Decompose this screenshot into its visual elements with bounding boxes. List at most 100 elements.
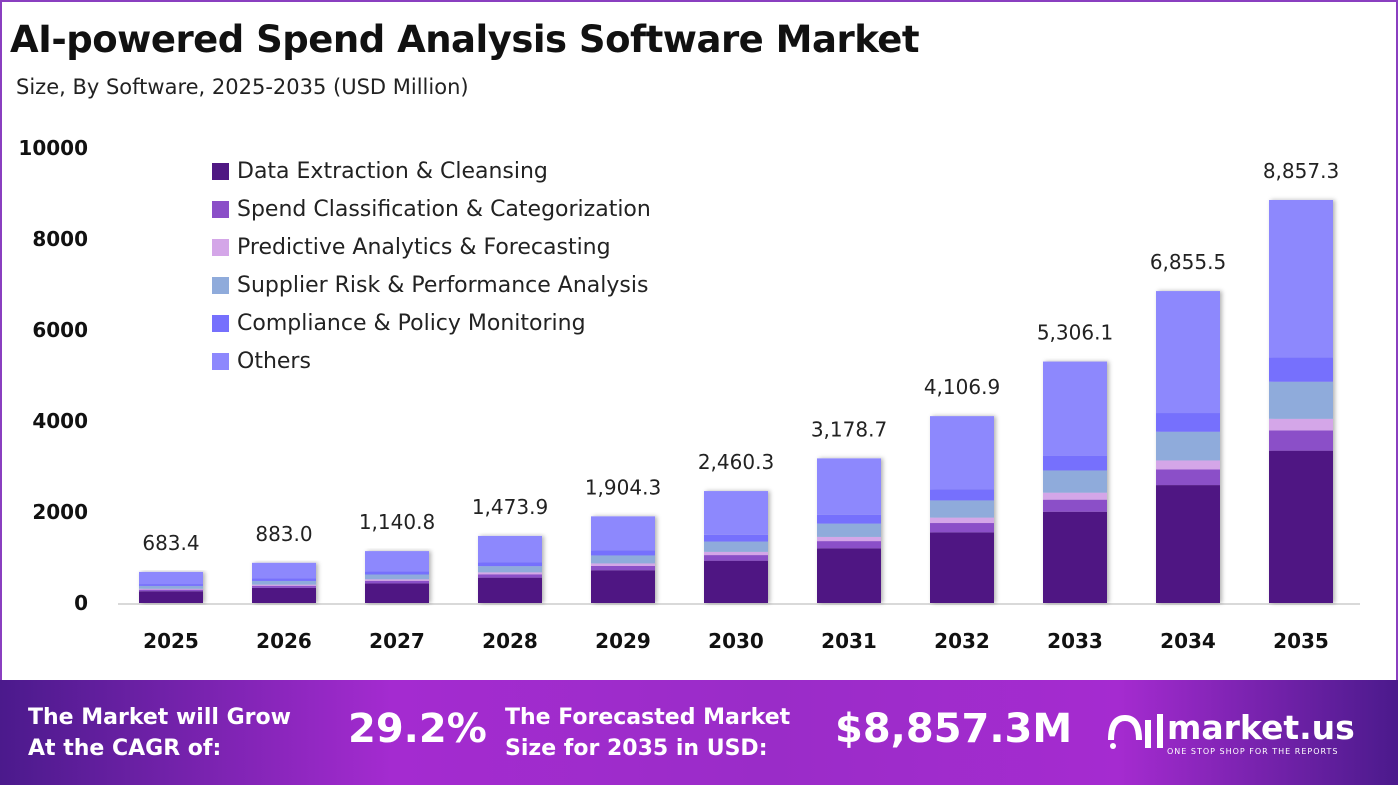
bar-segment — [930, 500, 994, 518]
data-label: 5,306.1 — [1037, 321, 1113, 345]
bar-segment — [139, 591, 203, 603]
bar-segment — [365, 580, 429, 584]
y-tick-label: 4000 — [32, 409, 88, 433]
data-label: 8,857.3 — [1263, 159, 1339, 183]
bar-segment — [365, 551, 429, 572]
cagr-label: The Market will Grow At the CAGR of: — [28, 705, 291, 761]
data-label: 4,106.9 — [924, 375, 1000, 399]
x-tick-label: 2033 — [1047, 629, 1103, 653]
legend-item: Others — [212, 342, 651, 380]
bar-segment — [139, 589, 203, 592]
bar-segment — [1156, 431, 1220, 461]
bar-segment — [930, 489, 994, 501]
bar-segment — [478, 577, 542, 603]
bar-segment — [139, 571, 203, 585]
bar-segment — [591, 565, 655, 571]
bar-segment — [252, 585, 316, 588]
stacked-bar-chart: 0 2000 4000 6000 8000 10000 683.4 2025 883.0 2026… — [18, 136, 1360, 653]
legend-label: Others — [237, 348, 311, 374]
chart-title: AI-powered Spend Analysis Software Marke… — [10, 18, 920, 61]
legend-swatch — [212, 276, 229, 294]
legend-item: Spend Classification & Categorization — [212, 190, 651, 228]
bar-segment — [1269, 418, 1333, 431]
bar-segment — [817, 523, 881, 537]
y-tick-label: 6000 — [32, 318, 88, 342]
bar-segment — [704, 491, 768, 535]
bar-segment — [478, 574, 542, 578]
x-tick-label: 2032 — [934, 629, 990, 653]
bar-segment — [252, 578, 316, 581]
legend-label: Compliance & Policy Monitoring — [237, 310, 586, 336]
legend: Data Extraction & Cleansing Spend Classif… — [212, 152, 651, 380]
bar-segment — [591, 550, 655, 556]
bar-stack — [817, 458, 881, 603]
bar-segment — [1043, 455, 1107, 471]
bar-segment — [1043, 511, 1107, 603]
summary-banner: The Market will Grow At the CAGR of: 29.… — [0, 680, 1398, 785]
bar-stack — [930, 416, 994, 603]
legend-item: Supplier Risk & Performance Analysis — [212, 266, 651, 304]
data-label: 1,904.3 — [585, 475, 661, 499]
legend-label: Data Extraction & Cleansing — [237, 158, 548, 184]
bar-segment — [365, 574, 429, 580]
bar-segment — [478, 562, 542, 567]
bar-segment — [1043, 492, 1107, 500]
chart-subtitle: Size, By Software, 2025-2035 (USD Millio… — [16, 75, 469, 99]
bar-segment — [1156, 460, 1220, 470]
bar-segment — [817, 514, 881, 524]
bar-segment — [1156, 469, 1220, 486]
y-tick-label: 8000 — [32, 227, 88, 251]
y-tick-label: 10000 — [18, 136, 88, 160]
bar-segment — [704, 534, 768, 542]
legend-item: Data Extraction & Cleansing — [212, 152, 651, 190]
data-label: 2,460.3 — [698, 450, 774, 474]
bar-segment — [1269, 199, 1333, 358]
bar-segment — [478, 572, 542, 575]
x-tick-label: 2029 — [595, 629, 651, 653]
chart-frame — [0, 0, 1398, 680]
x-tick-label: 2030 — [708, 629, 764, 653]
bar-segment — [1156, 291, 1220, 414]
y-tick-label: 0 — [74, 591, 88, 615]
bar-segment — [478, 535, 542, 563]
bar-segment — [930, 523, 994, 533]
legend-label: Spend Classification & Categorization — [237, 196, 651, 222]
bar-segment — [1269, 357, 1333, 382]
bar-segment — [817, 458, 881, 515]
bar-segment — [930, 517, 994, 524]
bar-segment — [817, 536, 881, 542]
forecast-value: $8,857.3M — [835, 706, 1073, 752]
x-tick-label: 2025 — [143, 629, 199, 653]
x-tick-label: 2035 — [1273, 629, 1329, 653]
bar-stack — [252, 562, 316, 603]
brand-name: market.us — [1167, 708, 1355, 747]
bar-segment — [1043, 499, 1107, 512]
legend-swatch — [212, 162, 229, 180]
cagr-value: 29.2% — [348, 706, 487, 752]
bar-segment — [1156, 485, 1220, 603]
bar-segment — [704, 560, 768, 603]
x-tick-label: 2028 — [482, 629, 538, 653]
data-label: 6,855.5 — [1150, 250, 1226, 274]
bar-segment — [1269, 450, 1333, 603]
legend-swatch — [212, 200, 229, 218]
bar-segment — [704, 541, 768, 552]
data-label: 1,473.9 — [472, 495, 548, 519]
bar-segment — [1156, 413, 1220, 432]
bar-stack — [1156, 291, 1220, 603]
bar-segment — [139, 585, 203, 589]
bar-segment — [591, 563, 655, 566]
bar-segment — [252, 580, 316, 585]
market-us-logo: market.us ONE STOP SHOP FOR THE REPORTS — [1105, 708, 1355, 756]
bar-segment — [591, 555, 655, 564]
bar-segment — [365, 571, 429, 575]
bar-segment — [478, 566, 542, 573]
bar-segment — [817, 548, 881, 603]
bar-segment — [1269, 430, 1333, 451]
y-tick-label: 2000 — [32, 500, 88, 524]
bar-stack — [1269, 199, 1333, 603]
data-label: 683.4 — [142, 531, 199, 555]
legend-swatch — [212, 238, 229, 256]
data-label: 1,140.8 — [359, 510, 435, 534]
bar-segment — [591, 570, 655, 603]
